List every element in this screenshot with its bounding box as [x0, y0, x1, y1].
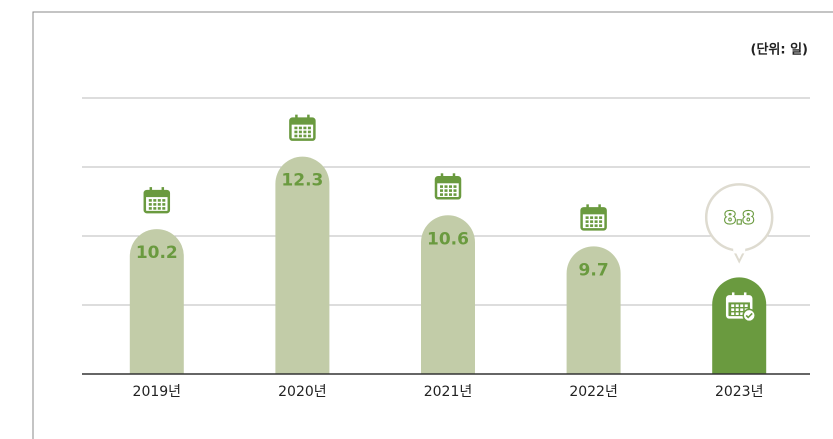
- icon-cell: [157, 199, 161, 202]
- x-tick-label: 2023년: [715, 384, 764, 400]
- value-label: 10.2: [136, 243, 178, 263]
- icon-cell: [735, 308, 739, 311]
- icon-cell: [599, 216, 603, 219]
- calendar-icon: [289, 114, 316, 141]
- bar: [712, 277, 767, 374]
- icon-cell: [449, 193, 452, 196]
- icon-cell: [453, 185, 457, 188]
- icon-cell: [162, 203, 166, 206]
- icon-cell: [298, 134, 302, 138]
- icon-cell: [599, 224, 603, 227]
- icon-cell: [585, 216, 589, 219]
- icon-cell: [590, 220, 594, 223]
- icon-cell: [594, 224, 598, 227]
- icon-cell: [731, 312, 735, 315]
- x-tick-label: 2022년: [569, 384, 618, 400]
- icon-cell: [444, 189, 448, 192]
- icon-cell: [298, 130, 302, 134]
- icon-cell: [590, 224, 594, 227]
- value-label: 12.3: [281, 171, 323, 191]
- icon-cell: [590, 216, 594, 219]
- icon-header: [144, 191, 169, 198]
- icon-cell: [294, 134, 298, 138]
- callout-tail-cover: [733, 245, 746, 254]
- bar: [275, 156, 330, 374]
- icon-cell: [303, 134, 307, 138]
- icon-cell: [157, 203, 161, 206]
- icon-cell: [453, 193, 457, 196]
- icon-cell: [599, 220, 603, 223]
- calendar-icon: [725, 292, 756, 323]
- icon-cell: [585, 220, 589, 223]
- icon-cell: [453, 189, 457, 192]
- value-label: 10.6: [427, 229, 469, 249]
- icon-cell: [307, 130, 311, 134]
- icon-cell: [731, 304, 735, 307]
- icon-cell: [162, 207, 166, 210]
- unit-label: (단위: 일): [751, 42, 809, 58]
- icon-cell: [449, 189, 452, 192]
- icon-cell: [740, 304, 744, 307]
- icon-header: [436, 177, 460, 184]
- icon-cell: [440, 193, 443, 196]
- icon-cell: [307, 134, 311, 138]
- x-tick-label: 2021년: [424, 384, 473, 400]
- icon-cell: [440, 189, 443, 192]
- icon-cell: [298, 126, 302, 130]
- icon-cell: [153, 207, 157, 210]
- icon-cell: [731, 308, 735, 311]
- icon-header: [581, 208, 606, 215]
- x-tick-label: 2019년: [133, 384, 182, 400]
- value-label: 9.7: [579, 260, 609, 280]
- icon-cell: [148, 203, 152, 206]
- icon-cell: [585, 224, 589, 227]
- value-label: 8.8: [724, 208, 754, 228]
- icon-cell: [740, 308, 744, 311]
- icon-cell: [449, 185, 452, 188]
- icon-cell: [303, 126, 307, 130]
- icon-cell: [444, 185, 448, 188]
- icon-header: [727, 296, 752, 303]
- icon-cell: [162, 199, 166, 202]
- icon-cell: [594, 220, 598, 223]
- icon-cell: [153, 199, 157, 202]
- frame: [32, 11, 833, 439]
- x-tick-label: 2020년: [278, 384, 327, 400]
- icon-cell: [153, 203, 157, 206]
- icon-cell: [307, 126, 311, 130]
- icon-cell: [740, 312, 744, 315]
- bar: [421, 215, 475, 374]
- icon-cell: [735, 312, 739, 315]
- bar: [129, 229, 184, 374]
- calendar-icon: [434, 173, 462, 200]
- bar: [566, 246, 621, 374]
- icon-cell: [148, 199, 152, 202]
- icon-cell: [294, 130, 298, 134]
- icon-cell: [735, 304, 739, 307]
- icon-cell: [303, 130, 307, 134]
- icon-cell: [294, 126, 298, 130]
- icon-check: [745, 312, 753, 319]
- icon-header: [290, 118, 315, 125]
- calendar-icon: [580, 204, 607, 231]
- icon-cell: [440, 185, 443, 188]
- icon-cell: [157, 207, 161, 210]
- calendar-icon: [143, 187, 171, 214]
- icon-cell: [444, 193, 448, 196]
- icon-cell: [594, 216, 598, 219]
- icon-cell: [744, 304, 748, 307]
- icon-cell: [148, 207, 152, 210]
